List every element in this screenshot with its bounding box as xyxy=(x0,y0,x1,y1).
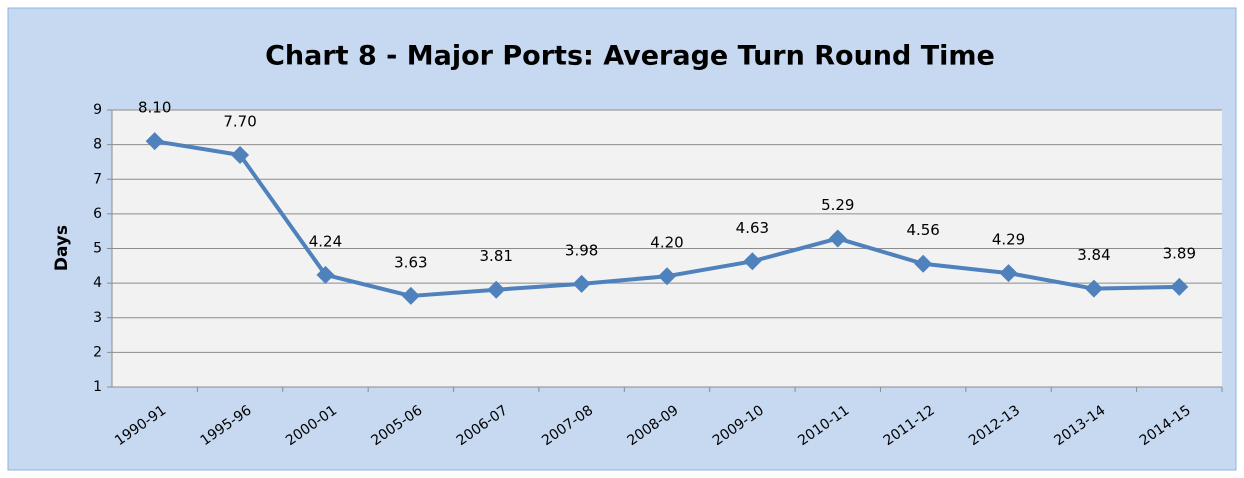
y-tick-label: 8 xyxy=(93,137,102,153)
data-label: 3.84 xyxy=(1077,246,1110,264)
marker xyxy=(658,267,676,286)
marker xyxy=(145,132,164,151)
chart-title: Chart 8 - Major Ports: Average Turn Roun… xyxy=(265,41,995,72)
marker xyxy=(828,229,847,248)
data-label: 4.24 xyxy=(309,232,342,250)
marker xyxy=(914,254,933,273)
marker xyxy=(316,265,335,284)
y-tick-label: 7 xyxy=(93,171,102,187)
data-label: 3.63 xyxy=(394,253,427,271)
data-label: 4.29 xyxy=(992,231,1025,249)
data-label: 3.98 xyxy=(565,241,598,259)
data-label: 8.10 xyxy=(138,99,171,117)
y-tick-label: 4 xyxy=(93,275,102,291)
marker xyxy=(1170,277,1189,296)
y-axis-label: Days xyxy=(52,225,72,271)
data-label: 7.70 xyxy=(223,113,256,131)
data-label: 5.29 xyxy=(821,196,854,214)
marker xyxy=(487,280,506,299)
data-label: 3.81 xyxy=(480,247,513,265)
y-tick-label: 2 xyxy=(93,344,102,360)
y-tick-label: 9 xyxy=(93,102,102,118)
marker xyxy=(231,146,250,165)
data-label: 4.63 xyxy=(736,219,769,237)
marker xyxy=(1084,279,1103,298)
y-tick-label: 3 xyxy=(93,310,102,326)
marker xyxy=(401,286,420,305)
marker xyxy=(572,274,591,293)
data-label: 4.20 xyxy=(650,234,683,252)
y-tick-label: 5 xyxy=(93,241,102,257)
data-label: 4.56 xyxy=(906,221,939,239)
y-tick-label: 6 xyxy=(93,206,102,222)
data-label: 3.89 xyxy=(1163,244,1196,262)
marker xyxy=(743,252,762,271)
marker xyxy=(999,264,1018,283)
y-tick-label: 1 xyxy=(93,379,102,395)
